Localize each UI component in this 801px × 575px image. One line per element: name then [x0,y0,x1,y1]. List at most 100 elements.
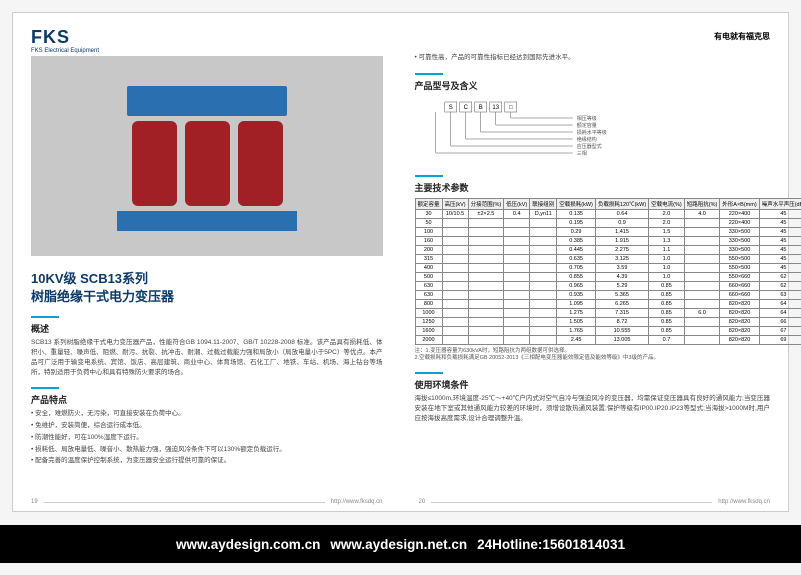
table-cell: 0.4 [504,209,530,218]
table-row: 8001.0956.2650.85820×82064 [415,299,801,308]
table-cell: 67 [759,326,801,335]
table-row: 20002.4513.0050.7820×82069 [415,335,801,344]
brand-block: FKS FKS Electrical Equipment [31,27,383,54]
footer-line [44,502,325,503]
table-header: 高压(kV) [442,198,468,209]
product-title: 10KV级 SCB13系列 树脂绝缘干式电力变压器 [31,270,383,306]
table-cell [504,317,530,326]
table-cell [684,281,720,290]
table-cell: 10.555 [595,326,648,335]
diagram-svg: SCB13□ 相压等级额定容量损耗水平等级绝缘结构应压器型式三相 [415,98,771,160]
table-cell [442,290,468,299]
svg-text:13: 13 [492,105,499,111]
table-row: 16001.76510.5550.85820×82067 [415,326,801,335]
table-cell: 0.705 [557,263,596,272]
features-list: • 安全，难燃防火，无污染，可直接安装在负荷中心。• 免维护，安装简便，综合运行… [31,409,383,466]
table-cell: 1.0 [649,263,685,272]
table-cell: 2.275 [595,245,648,254]
table-cell [468,299,504,308]
table-cell [504,236,530,245]
feature-item: • 安全，难燃防火，无污染，可直接安装在负荷中心。 [31,409,383,419]
usage-heading: 使用环境条件 [415,378,771,391]
table-cell: 500 [415,272,442,281]
table-cell: 30 [415,209,442,218]
table-cell: 45 [759,245,801,254]
table-cell: 64 [759,308,801,317]
table-cell: 100 [415,227,442,236]
transformer-coil [238,121,283,206]
table-header: 联接组别 [530,198,557,209]
table-cell [684,218,720,227]
table-cell [442,254,468,263]
right-page: 有电就有福克思 • 可靠性高，产品的可靠性指标已经达到国际先进水平。 产品型号及… [401,13,789,511]
accent-bar [415,372,443,374]
table-cell [530,299,557,308]
table-cell: 6.0 [684,308,720,317]
table-cell: 550×500 [720,254,759,263]
table-cell: 630 [415,290,442,299]
table-cell [530,245,557,254]
table-cell: 0.445 [557,245,596,254]
table-header: 负载损耗120℃(kW) [595,198,648,209]
table-cell: 0.195 [557,218,596,227]
table-cell: 400 [415,263,442,272]
table-cell: 4.39 [595,272,648,281]
table-cell: 0.7 [649,335,685,344]
table-cell: 66 [759,317,801,326]
table-cell [442,263,468,272]
bullet-text: • 可靠性高，产品的可靠性指标已经达到国际先进水平。 [415,53,771,63]
table-cell [504,326,530,335]
table-cell [468,218,504,227]
table-cell: 1.0 [649,272,685,281]
accent-bar [415,73,443,75]
table-cell: 45 [759,254,801,263]
table-row: 500.1950.92.0220×40045 [415,218,801,227]
watermark-bar: www.aydesign.com.cn www.aydesign.net.cn … [0,525,801,563]
table-cell: 2.0 [649,209,685,218]
table-cell: 820×820 [720,308,759,317]
table-cell [530,218,557,227]
table-header: 分接范围(%) [468,198,504,209]
table-cell [530,263,557,272]
table-cell: 220×400 [720,209,759,218]
table-cell: 50 [415,218,442,227]
table-cell [468,281,504,290]
table-cell: D,yn11 [530,209,557,218]
table-notes: 注：1.变压器容量为630kVA时，短路阻抗为两组数据可供选择。2.空载损耗和负… [415,348,771,362]
table-cell: 45 [759,209,801,218]
table-cell [468,317,504,326]
table-cell [530,272,557,281]
table-cell: 1.915 [595,236,648,245]
table-header: 外形A×B(mm) [720,198,759,209]
title-line1: 10KV级 SCB13系列 [31,270,383,288]
page-number: 19 [31,499,38,505]
table-cell: 10/10.5 [442,209,468,218]
table-cell: 13.005 [595,335,648,344]
svg-text:S: S [448,105,452,111]
table-cell: 630 [415,281,442,290]
svg-text:损耗水平等级: 损耗水平等级 [576,129,606,136]
note-line: 2.空载损耗和负载损耗满足GB 20052-2013《三相配电变压器能效限定值及… [415,355,771,362]
table-cell [468,227,504,236]
table-cell: 2000 [415,335,442,344]
footer-url: http://www.fksdq.cn [331,499,383,505]
table-cell: 63 [759,290,801,299]
table-cell [504,299,530,308]
table-cell: 2.45 [557,335,596,344]
footer-line [431,502,712,503]
table-cell: 0.635 [557,254,596,263]
watermark-hotline: 24Hotline:15601814031 [477,537,625,552]
table-cell [442,317,468,326]
table-cell: 64 [759,299,801,308]
table-cell [442,272,468,281]
svg-text:绝缘结构: 绝缘结构 [576,136,596,143]
table-cell: 160 [415,236,442,245]
table-cell: 0.64 [595,209,648,218]
accent-bar [415,175,443,177]
accent-bar [31,316,59,318]
table-cell [504,308,530,317]
table-cell [468,308,504,317]
table-cell [684,335,720,344]
page-number: 20 [419,499,426,505]
table-body: 3010/10.5±2×2.50.4D,yn110.1350.642.04.02… [415,209,801,344]
